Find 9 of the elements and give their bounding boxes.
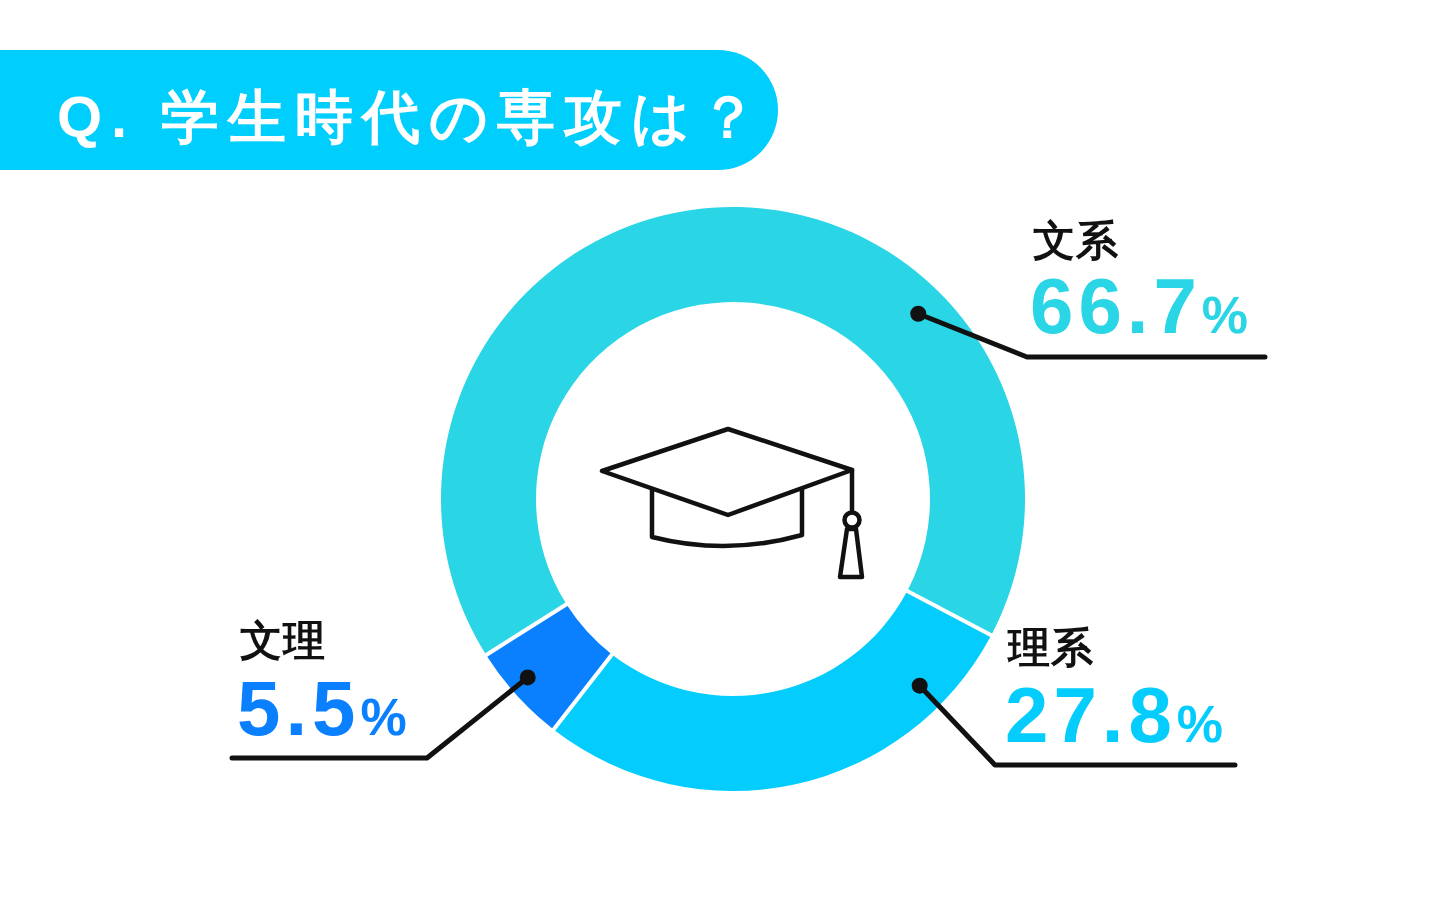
data-label: 27.8% — [1005, 671, 1224, 759]
chart-title: Q. 学生時代の専攻は？ — [57, 84, 767, 149]
slice-label: 文理 — [240, 617, 326, 664]
donut-slice — [487, 605, 611, 729]
data-label: 66.7% — [1030, 262, 1249, 350]
slice-label: 理系 — [1006, 624, 1094, 671]
donut-slice — [555, 592, 991, 791]
data-label: 5.5% — [237, 664, 407, 752]
slice-label: 文系 — [1033, 217, 1119, 264]
